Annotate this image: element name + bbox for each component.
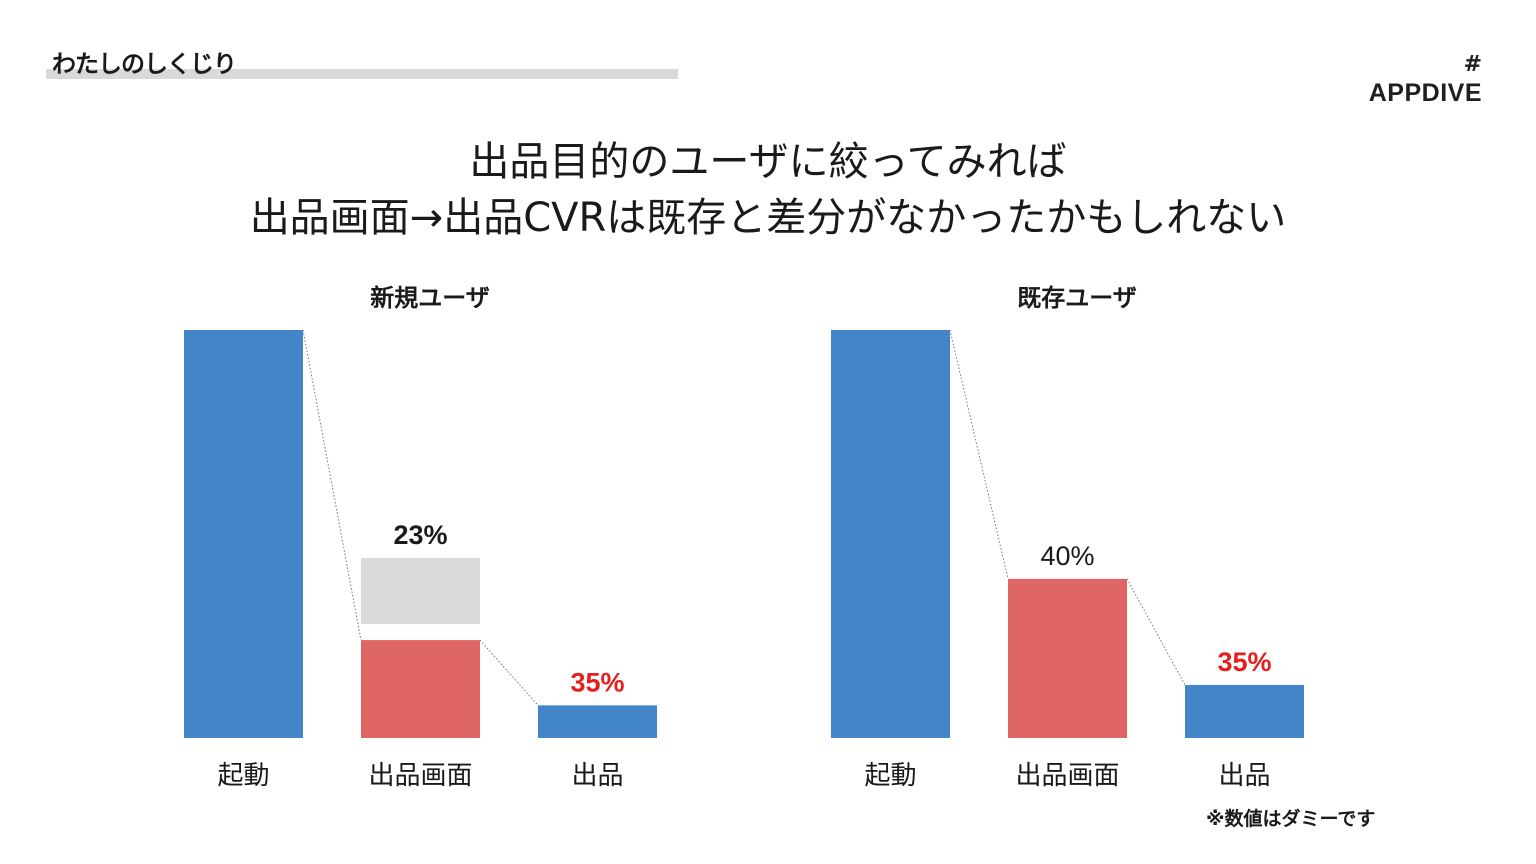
section-title: わたしのしくじり <box>52 50 237 78</box>
headline-line-2: 出品画面→出品CVRは既存と差分がなかったかもしれない <box>249 195 1287 241</box>
conversion-rate-label: 35% <box>1217 647 1271 677</box>
headline-line-1: 出品目的のユーザに絞ってみれば <box>469 139 1067 185</box>
conversion-rate-label: 23% <box>393 520 447 550</box>
chart-title-1: 新規ユーザ <box>370 284 490 312</box>
category-label: 出品画面 <box>1015 761 1119 791</box>
category-label: 起動 <box>864 761 916 791</box>
category-label: 起動 <box>217 761 269 791</box>
chart-title-2: 既存ユーザ <box>1017 284 1137 312</box>
bar-出品画面 <box>361 640 480 738</box>
headline: 出品目的のユーザに絞ってみれば 出品画面→出品CVRは既存と差分がなかったかもし… <box>0 134 1536 246</box>
category-label: 出品 <box>571 761 623 791</box>
bar-出品 <box>1185 684 1304 738</box>
bar-起動 <box>831 330 950 738</box>
brand-hash: # <box>1463 52 1482 77</box>
category-label: 出品画面 <box>368 761 472 791</box>
section-title-underline <box>46 69 678 79</box>
brand-logo: # APPDIVE <box>1369 52 1482 108</box>
footnote: ※数値はダミーです <box>1206 808 1376 830</box>
funnel-connector <box>1126 578 1186 686</box>
conversion-rate-label: 35% <box>570 667 624 697</box>
category-label: 出品 <box>1218 761 1270 791</box>
funnel-connector <box>949 329 1009 579</box>
funnel-connector <box>302 329 362 641</box>
conversion-rate-label: 40% <box>1040 541 1094 571</box>
bar-出品画面 <box>1008 578 1127 738</box>
brand-name: APPDIVE <box>1368 79 1482 107</box>
overlay-bar <box>361 558 480 625</box>
bar-起動 <box>184 330 303 738</box>
bar-出品 <box>538 705 657 738</box>
funnel-connector <box>479 639 539 706</box>
